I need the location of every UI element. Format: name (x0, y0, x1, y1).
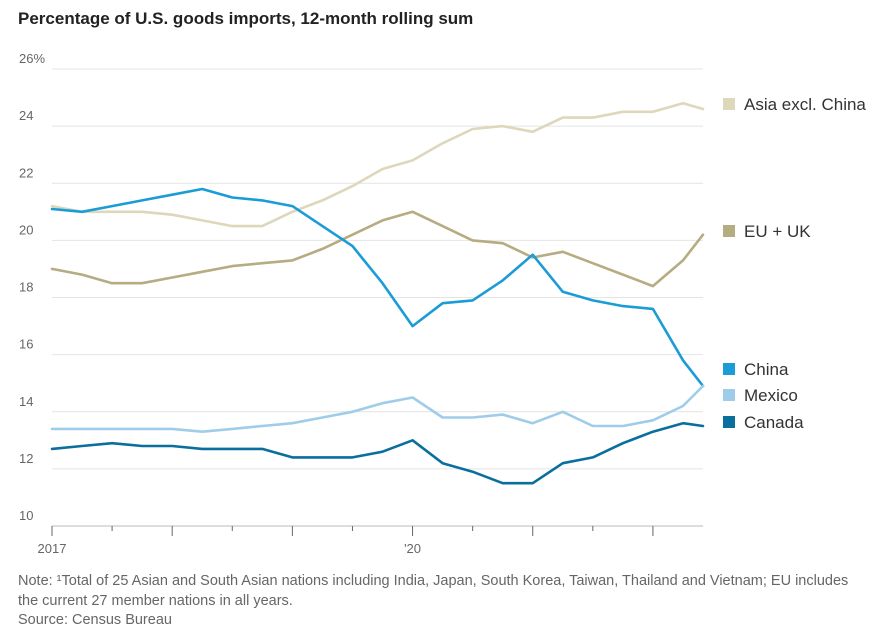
chart-source: Source: Census Bureau (18, 612, 172, 628)
legend-label: EU + UK (744, 222, 811, 241)
y-axis-tick-labels: 10 12 14 16 18 20 22 24 26% (19, 51, 45, 523)
legend-label: Canada (744, 413, 804, 432)
legend-label: Asia excl. China (744, 95, 866, 114)
series-lines (50, 102, 705, 485)
series-line-mexico (50, 384, 705, 434)
y-tick-label: 14 (19, 394, 33, 409)
y-gridlines (52, 68, 703, 527)
y-tick-label: 26% (19, 51, 45, 66)
chart-title: Percentage of U.S. goods imports, 12-mon… (18, 9, 474, 28)
legend-swatch (723, 389, 735, 401)
series-line-canada (50, 421, 705, 485)
series-line-china (50, 187, 705, 388)
legend-label: Mexico (744, 386, 798, 405)
x-tick-label: '20 (404, 541, 421, 556)
line-chart: 10 12 14 16 18 20 22 24 26% 2017 '20 Asia excl. C… (19, 51, 866, 556)
y-tick-label: 24 (19, 108, 33, 123)
y-tick-label: 12 (19, 451, 33, 466)
y-tick-label: 20 (19, 222, 33, 237)
x-axis: 2017 '20 (38, 526, 654, 556)
chart-note: Note: ¹Total of 25 Asian and South Asian… (18, 573, 849, 609)
y-tick-label: 10 (19, 508, 33, 523)
y-tick-label: 16 (19, 337, 33, 352)
legend-swatch (723, 225, 735, 237)
y-tick-label: 18 (19, 280, 33, 295)
x-tick-label: 2017 (38, 541, 67, 556)
legend-label: China (744, 360, 789, 379)
series-line-asia-excl-china (50, 102, 705, 228)
legend-swatch (723, 98, 735, 110)
legend-swatch (723, 416, 735, 428)
y-tick-label: 22 (19, 165, 33, 180)
legend-swatch (723, 363, 735, 375)
series-line-eu-uk (50, 210, 705, 288)
legend: Asia excl. China EU + UK China Mexico Canada (723, 95, 866, 432)
